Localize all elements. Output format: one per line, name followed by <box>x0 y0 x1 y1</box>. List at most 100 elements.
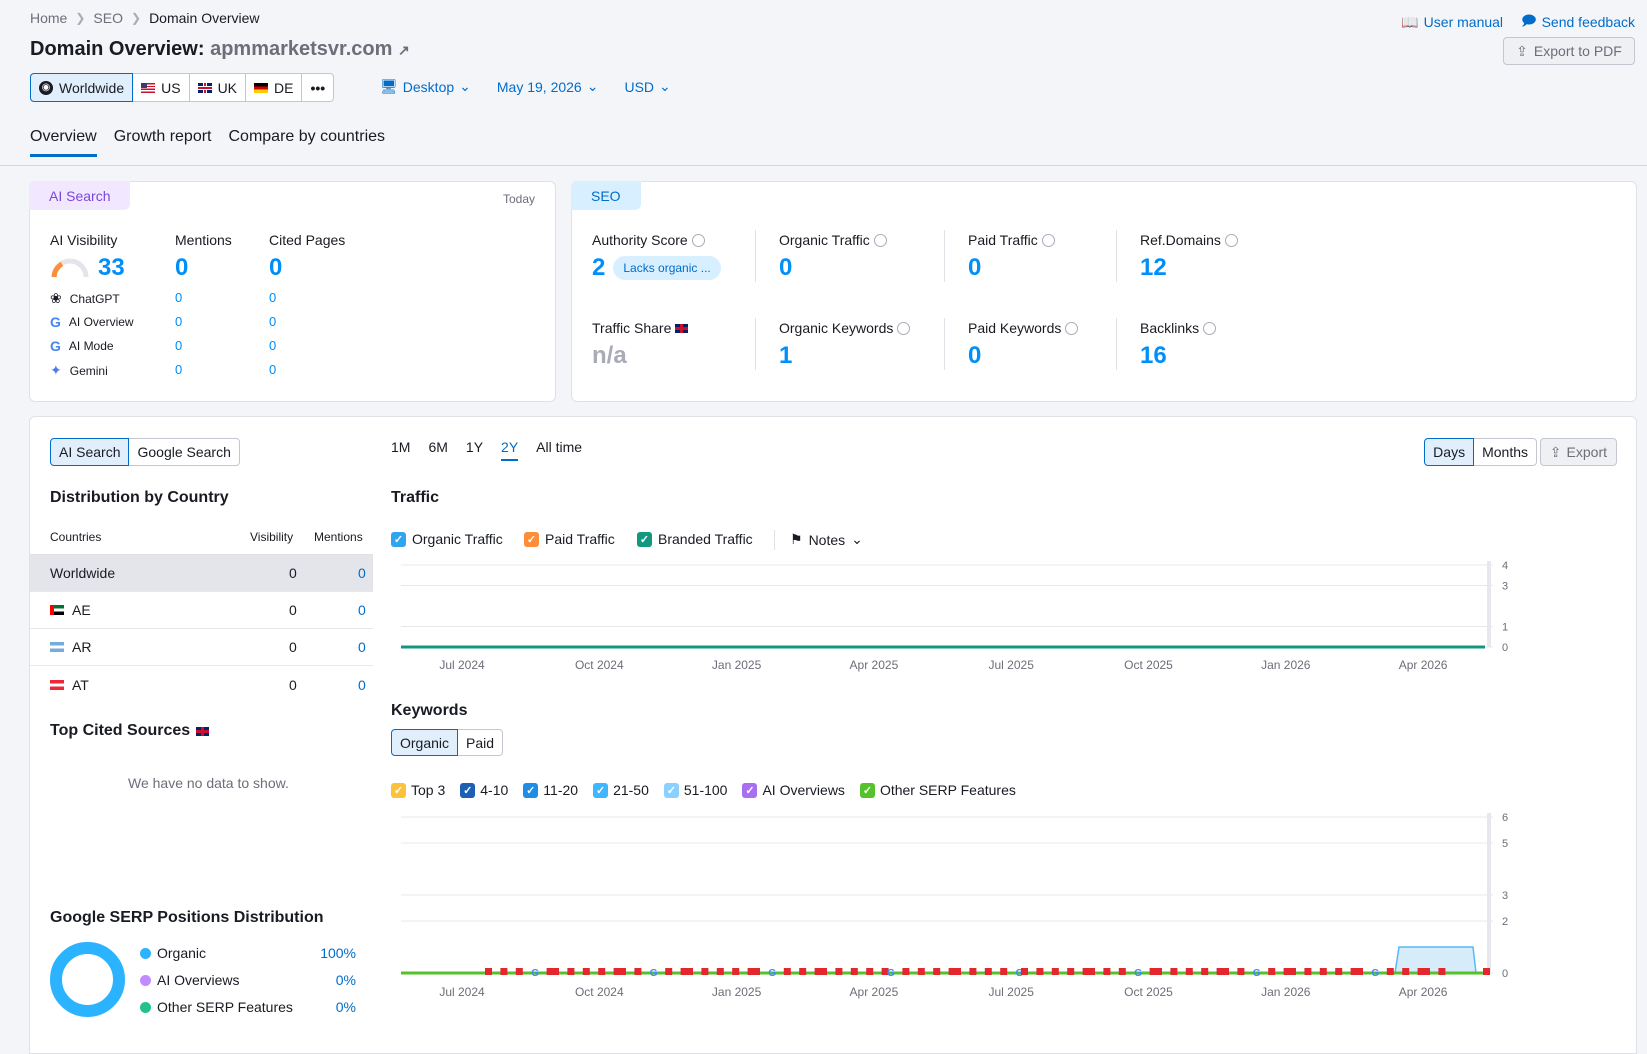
x-tick-label: Jan 2025 <box>712 658 762 672</box>
table-row[interactable]: Worldwide 0 0 <box>30 555 373 592</box>
device-selector[interactable]: 🖥 Desktop ⌄ <box>380 78 471 95</box>
external-link-icon[interactable]: ↗ <box>397 42 410 58</box>
mentions-value[interactable]: 0 <box>175 254 189 281</box>
mentions-value[interactable]: 0 <box>358 639 366 655</box>
tab-overview[interactable]: Overview <box>30 128 97 157</box>
currency-selector[interactable]: USD ⌄ <box>624 78 671 95</box>
legend-top-3[interactable]: ✓ Top 3 <box>391 782 445 798</box>
serp-ai-overviews-value[interactable]: 0% <box>335 972 356 988</box>
db-more-button[interactable]: ••• <box>301 73 335 102</box>
serp-distribution-title: Google SERP Positions Distribution <box>50 909 324 926</box>
table-row[interactable]: AT 0 0 <box>30 666 373 703</box>
notes-dropdown[interactable]: ⚑ Notes ⌄ <box>790 531 863 548</box>
range-1m[interactable]: 1M <box>391 439 411 455</box>
mentions-value[interactable]: 0 <box>358 602 366 618</box>
ai-visibility-value[interactable]: 33 <box>98 254 125 281</box>
ai-overview-cited[interactable]: 0 <box>269 314 277 329</box>
mentions-value[interactable]: 0 <box>358 676 366 693</box>
legend-21-50[interactable]: ✓ 21-50 <box>593 782 649 798</box>
db-uk-button[interactable]: UK <box>188 73 247 102</box>
mentions-value[interactable]: 0 <box>358 565 366 581</box>
google-search-toggle[interactable]: Google Search <box>128 438 240 466</box>
organic-traffic-value[interactable]: 0 <box>779 254 793 281</box>
scroll-handle <box>1487 561 1491 647</box>
breadcrumb-home[interactable]: Home <box>30 10 68 26</box>
tab-compare-by-countries[interactable]: Compare by countries <box>228 128 386 145</box>
legend-11-20[interactable]: ✓ 11-20 <box>523 782 578 798</box>
database-selector: ◉ Worldwide US UK DE ••• <box>30 73 335 102</box>
breadcrumb-current: Domain Overview <box>149 10 260 26</box>
serp-organic-value[interactable]: 100% <box>320 945 356 961</box>
gemini-cited[interactable]: 0 <box>269 362 277 377</box>
note-marker <box>686 968 693 975</box>
ai-overview-mentions[interactable]: 0 <box>175 314 183 329</box>
table-row[interactable]: AR 0 0 <box>30 629 373 666</box>
info-icon[interactable] <box>1065 321 1079 335</box>
y-tick-label: 0 <box>1502 642 1508 654</box>
paid-toggle[interactable]: Paid <box>457 729 504 756</box>
db-de-button[interactable]: DE <box>245 73 303 102</box>
gemini-icon: ✦ <box>50 362 62 378</box>
range-2y[interactable]: 2Y <box>501 439 519 461</box>
ai-mode-mentions[interactable]: 0 <box>175 338 183 353</box>
export-pdf-button[interactable]: ⇪ Export to PDF <box>1503 37 1635 65</box>
organic-keywords-value[interactable]: 1 <box>779 342 793 369</box>
send-feedback-link[interactable]: 🗩 Send feedback <box>1521 10 1635 34</box>
legend-divider <box>774 530 775 550</box>
range-6m[interactable]: 6M <box>428 439 448 455</box>
note-marker <box>634 968 642 975</box>
backlinks-value[interactable]: 16 <box>1140 342 1167 369</box>
cited-pages-value[interactable]: 0 <box>269 254 283 281</box>
legend-paid-traffic[interactable]: ✓ Paid Traffic <box>524 531 615 547</box>
info-icon[interactable] <box>897 321 911 335</box>
note-marker <box>1319 968 1327 975</box>
legend-branded-traffic[interactable]: ✓ Branded Traffic <box>637 531 753 547</box>
checkbox-icon: ✓ <box>391 531 406 547</box>
chatgpt-cited[interactable]: 0 <box>269 290 277 305</box>
ai-mode-cited[interactable]: 0 <box>269 338 277 353</box>
info-icon[interactable] <box>1224 233 1238 247</box>
breadcrumb-seo[interactable]: SEO <box>93 10 123 26</box>
months-toggle[interactable]: Months <box>1473 438 1537 466</box>
info-icon[interactable] <box>691 233 705 247</box>
tab-growth-report[interactable]: Growth report <box>113 128 212 145</box>
gemini-mentions[interactable]: 0 <box>175 362 183 377</box>
domain-name[interactable]: apmmarketsvr.com <box>210 38 393 60</box>
ref-domains-value[interactable]: 12 <box>1140 254 1167 281</box>
serp-other-value[interactable]: 0% <box>335 999 356 1015</box>
info-icon[interactable] <box>873 233 887 247</box>
range-1y[interactable]: 1Y <box>465 439 484 455</box>
note-marker <box>500 968 508 975</box>
legend-51-100[interactable]: ✓ 51-100 <box>663 782 727 798</box>
db-worldwide-button[interactable]: ◉ Worldwide <box>30 73 134 102</box>
range-all-time[interactable]: All time <box>536 439 583 455</box>
export-button[interactable]: ⇪ Export <box>1539 438 1617 466</box>
paid-keywords-value[interactable]: 0 <box>968 342 982 369</box>
date-selector[interactable]: May 19, 2026 ⌄ <box>496 78 599 95</box>
ai-search-toggle[interactable]: AI Search <box>50 438 130 466</box>
legend-ai-overviews[interactable]: ✓ AI Overviews <box>742 782 845 798</box>
lacks-organic-badge[interactable]: Lacks organic ... <box>613 256 721 280</box>
table-row[interactable]: AE 0 0 <box>30 592 373 629</box>
authority-score-value[interactable]: 2 <box>592 254 606 281</box>
legend-organic-traffic[interactable]: ✓ Organic Traffic <box>391 531 503 547</box>
chevron-right-icon: ❯ <box>75 11 86 25</box>
note-marker <box>1289 968 1296 975</box>
checkbox-icon: ✓ <box>524 531 539 547</box>
chatgpt-mentions[interactable]: 0 <box>175 290 183 305</box>
db-us-button[interactable]: US <box>132 73 190 102</box>
organic-toggle[interactable]: Organic <box>391 729 459 756</box>
country-name: AT <box>72 676 89 693</box>
legend-other-serp-features[interactable]: ✓ Other SERP Features <box>859 782 1016 798</box>
info-icon[interactable] <box>1041 233 1055 247</box>
divider <box>944 318 945 370</box>
chevron-down-icon: ⌄ <box>659 78 671 94</box>
info-icon[interactable] <box>1203 321 1217 335</box>
legend-4-10[interactable]: ✓ 4-10 <box>460 782 508 798</box>
y-tick-label: 3 <box>1502 581 1508 593</box>
note-marker <box>1350 968 1358 975</box>
paid-traffic-value[interactable]: 0 <box>968 254 982 281</box>
days-toggle[interactable]: Days <box>1424 438 1475 466</box>
user-manual-link[interactable]: 📖 User manual <box>1401 13 1504 31</box>
google-update-marker: G <box>650 968 658 979</box>
